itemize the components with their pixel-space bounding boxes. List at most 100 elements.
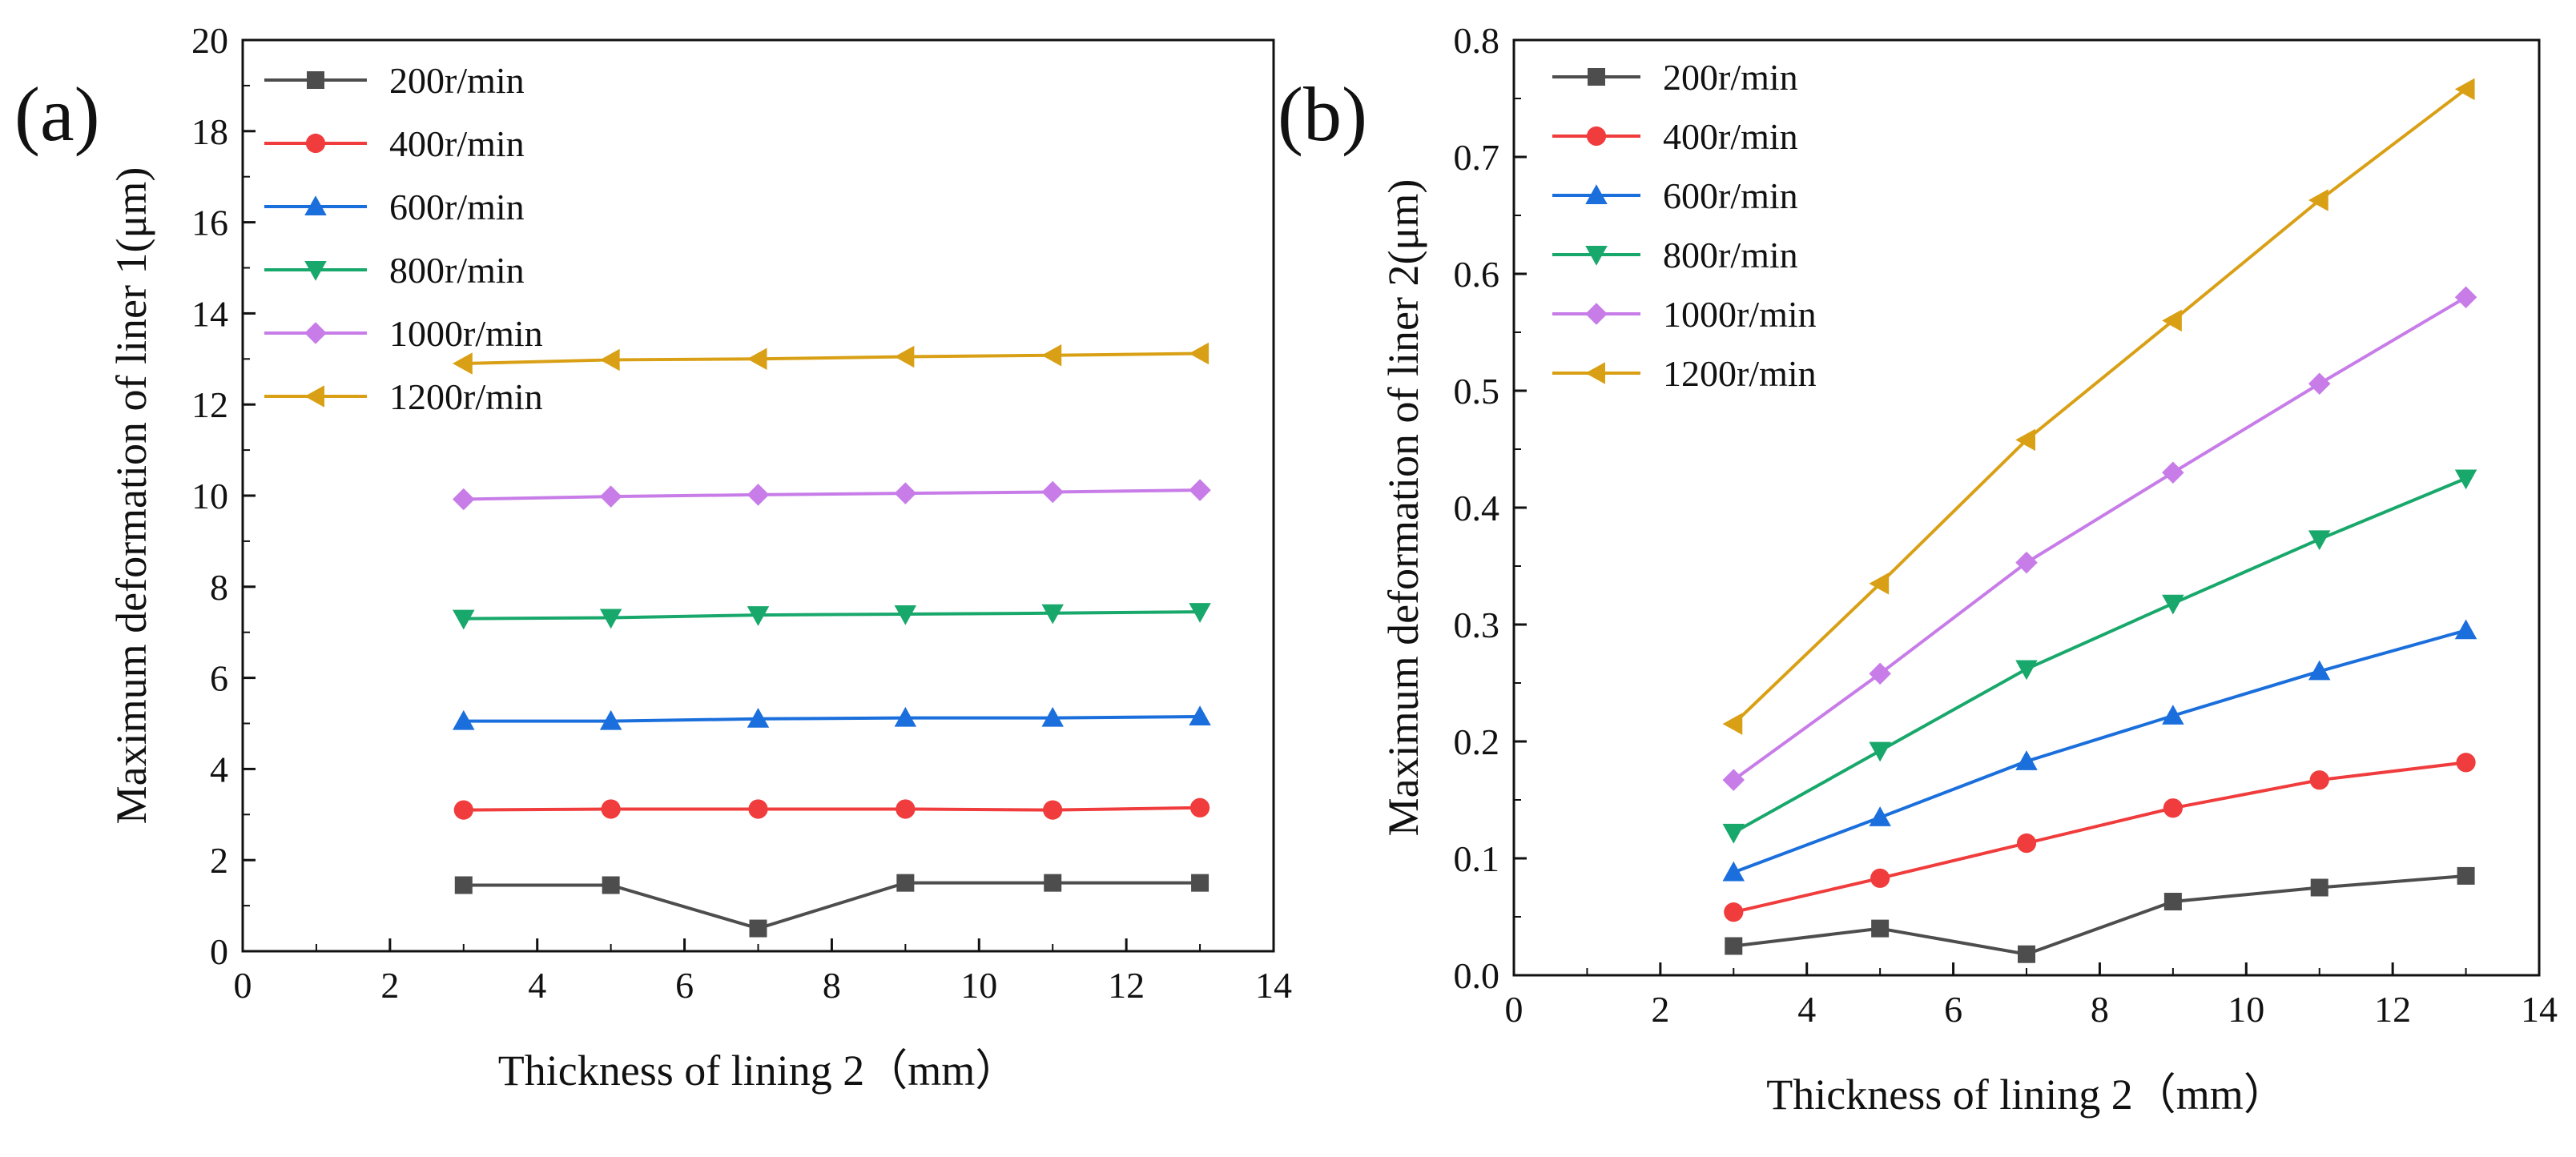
data-point-1200r/min <box>2162 309 2182 332</box>
legend-marker <box>1585 362 1605 384</box>
data-point-600r/min <box>453 709 475 730</box>
data-point-400r/min <box>1189 797 1210 818</box>
data-point-200r/min <box>602 876 620 894</box>
x-tick-label: 14 <box>2521 989 2558 1030</box>
data-point-1200r/min <box>1869 572 1890 595</box>
y-tick-label: 0.1 <box>1454 838 1500 879</box>
data-point-1000r/min <box>2454 286 2477 308</box>
y-tick-label: 0.7 <box>1454 137 1500 178</box>
series-line-800r/min <box>463 610 1201 621</box>
data-point-400r/min <box>748 799 768 819</box>
y-tick-label: 20 <box>191 20 228 61</box>
data-point-400r/min <box>1870 868 1890 888</box>
y-tick-label: 0 <box>210 931 228 972</box>
y-tick-label: 6 <box>210 658 228 699</box>
data-point-600r/min <box>2015 750 2038 770</box>
data-point-400r/min <box>2163 798 2183 818</box>
data-point-1000r/min <box>1041 480 1064 504</box>
legend-label: 1000r/min <box>389 313 543 354</box>
x-tick-label: 14 <box>1255 965 1292 1006</box>
data-point-200r/min <box>454 876 473 894</box>
legend-marker <box>1585 246 1608 266</box>
data-point-1000r/min <box>2015 551 2038 574</box>
data-point-800r/min <box>2162 594 2184 615</box>
data-point-400r/min <box>2456 753 2476 773</box>
data-point-200r/min <box>2457 866 2475 885</box>
panel-label: (b) <box>1278 71 1367 157</box>
y-axis-title: Maximum deformation of liner 1(μm) <box>107 167 155 825</box>
data-point-400r/min <box>2309 770 2329 790</box>
data-point-800r/min <box>2015 660 2038 681</box>
data-point-1200r/min <box>453 352 473 375</box>
data-point-400r/min <box>453 800 473 820</box>
data-point-600r/min <box>894 706 917 727</box>
series-line-400r/min <box>463 805 1201 812</box>
data-point-1000r/min <box>1722 769 1745 791</box>
y-tick-label: 12 <box>191 384 228 425</box>
series-line-1200r/min <box>463 352 1201 365</box>
data-point-1000r/min <box>1189 479 1211 501</box>
series-line-600r/min <box>1733 629 2467 874</box>
data-point-400r/min <box>601 799 621 819</box>
series-line-1000r/min <box>463 488 1201 501</box>
x-tick-label: 8 <box>823 965 841 1006</box>
x-tick-label: 6 <box>1944 989 1962 1030</box>
x-axis-title: Thickness of lining 2（mm） <box>498 1047 1018 1095</box>
data-point-600r/min <box>2454 619 2477 640</box>
data-point-600r/min <box>1189 705 1211 725</box>
series-line-1000r/min <box>1733 295 2467 781</box>
y-tick-label: 14 <box>191 293 228 334</box>
y-tick-label: 16 <box>191 203 228 243</box>
data-point-1200r/min <box>2308 189 2328 211</box>
legend-marker <box>304 195 327 215</box>
data-point-1200r/min <box>2015 428 2035 452</box>
data-point-200r/min <box>1191 874 1210 892</box>
panel-label: (a) <box>14 71 100 157</box>
x-tick-label: 10 <box>960 965 997 1006</box>
x-tick-label: 2 <box>1651 989 1669 1030</box>
legend-marker <box>305 133 326 154</box>
data-point-200r/min <box>2018 945 2035 963</box>
data-point-600r/min <box>1869 806 1891 826</box>
data-point-1200r/min <box>2454 78 2475 101</box>
data-point-1200r/min <box>894 345 915 368</box>
data-point-600r/min <box>1041 706 1064 727</box>
data-point-600r/min <box>1722 861 1745 882</box>
x-tick-label: 4 <box>1797 989 1816 1030</box>
data-point-200r/min <box>2310 878 2328 897</box>
data-point-1200r/min <box>747 348 767 371</box>
y-tick-label: 0.8 <box>1454 20 1500 61</box>
data-point-200r/min <box>1871 919 1890 938</box>
legend-marker <box>304 261 327 281</box>
y-tick-label: 0.2 <box>1454 721 1500 762</box>
legend-label: 1200r/min <box>1663 353 1817 394</box>
data-point-800r/min <box>599 609 622 629</box>
x-tick-label: 12 <box>2374 989 2411 1030</box>
series-line-800r/min <box>1733 476 2467 834</box>
series-line-200r/min <box>1733 874 2466 956</box>
data-point-800r/min <box>2454 469 2477 490</box>
data-point-800r/min <box>1189 603 1211 623</box>
x-tick-label: 10 <box>2228 989 2264 1030</box>
data-point-1200r/min <box>599 348 620 372</box>
data-point-400r/min <box>1724 902 1744 922</box>
y-axis-title: Maximum deformation of liner 2(μm) <box>1379 179 1427 837</box>
data-point-1000r/min <box>2308 372 2331 395</box>
chart-panel-b: (b) 0 2 4 6 8 10 12 14 0.0 0.1 0.2 0.3 0.4 0.5 0.6 0.7 0.… <box>1278 20 2558 1119</box>
x-tick-label: 2 <box>380 965 399 1006</box>
x-tick-label: 12 <box>1108 965 1145 1006</box>
data-point-1200r/min <box>1189 342 1210 365</box>
data-point-1200r/min <box>1041 343 1062 367</box>
x-tick-label: 6 <box>675 965 694 1006</box>
data-point-1000r/min <box>1869 662 1891 685</box>
data-point-1000r/min <box>894 482 917 504</box>
y-tick-label: 0.3 <box>1454 605 1500 645</box>
series-line-400r/min <box>1733 761 2466 914</box>
x-tick-label: 0 <box>234 965 252 1006</box>
legend-label: 400r/min <box>1663 116 1798 157</box>
legend-marker <box>304 322 327 344</box>
data-point-1000r/min <box>2162 461 2184 484</box>
legend-label: 200r/min <box>389 60 525 101</box>
series-line-1200r/min <box>1732 87 2467 725</box>
